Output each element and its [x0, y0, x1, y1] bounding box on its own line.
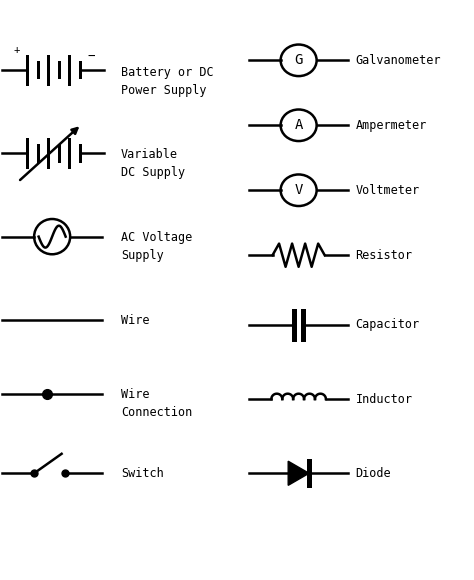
Text: Galvanometer: Galvanometer — [356, 54, 441, 67]
Text: Capacitor: Capacitor — [356, 318, 419, 331]
Polygon shape — [288, 461, 309, 485]
Text: G: G — [294, 53, 303, 67]
Text: Wire: Wire — [121, 314, 149, 327]
Text: Variable
DC Supply: Variable DC Supply — [121, 148, 185, 179]
Text: Battery or DC
Power Supply: Battery or DC Power Supply — [121, 66, 213, 97]
Text: Wire
Connection: Wire Connection — [121, 388, 192, 419]
Text: V: V — [294, 183, 303, 197]
Text: Diode: Diode — [356, 467, 391, 480]
Text: A: A — [294, 118, 303, 132]
Text: Ampermeter: Ampermeter — [356, 119, 427, 132]
Text: Voltmeter: Voltmeter — [356, 184, 419, 197]
Text: +: + — [14, 45, 20, 55]
Text: Switch: Switch — [121, 467, 164, 480]
Text: −: − — [88, 50, 95, 63]
Text: AC Voltage
Supply: AC Voltage Supply — [121, 231, 192, 262]
Text: Resistor: Resistor — [356, 249, 412, 262]
Text: Inductor: Inductor — [356, 393, 412, 405]
